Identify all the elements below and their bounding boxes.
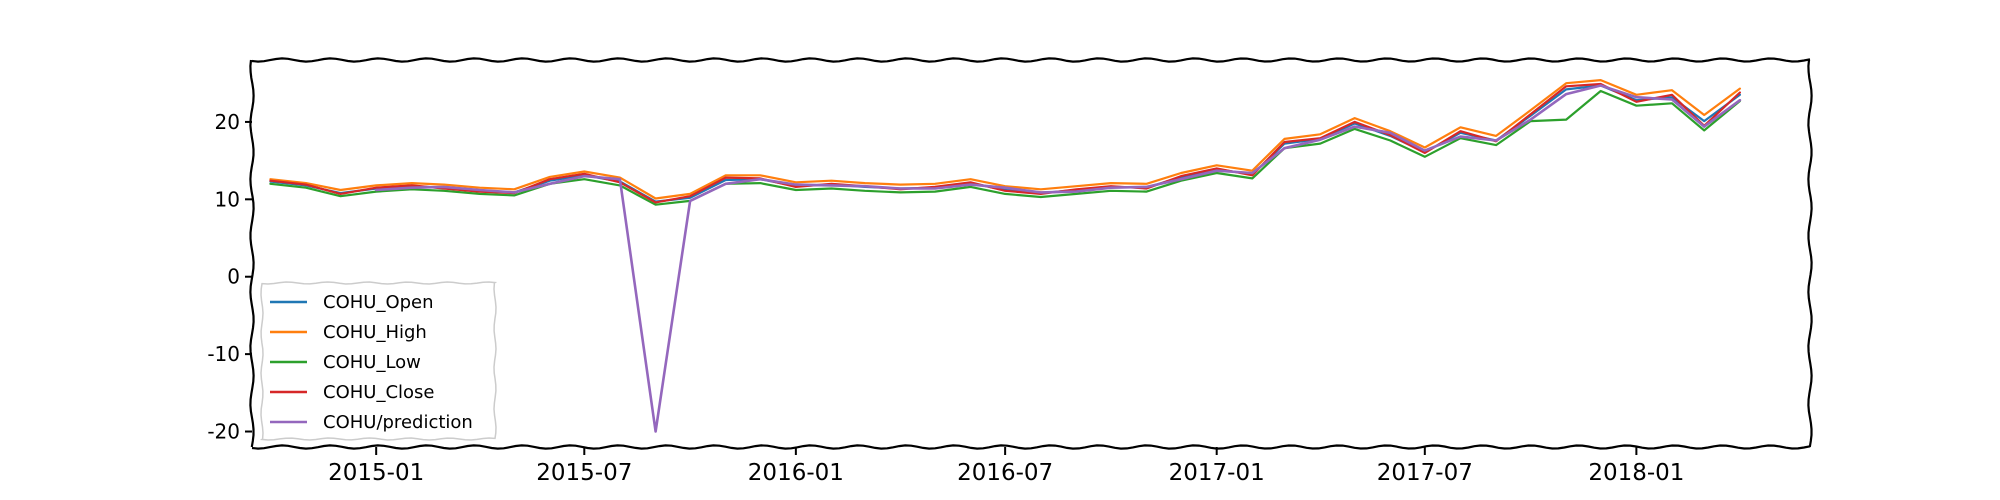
x-tick-label: 2016-01 [748,460,844,486]
series-line-cohu-open [269,84,1741,203]
axis-frame-right [1807,59,1813,448]
x-axis: 2015-01 2015-07 2016-01 2016-07 2017-01 2017-… [328,447,1684,486]
legend-label: COHU_Low [323,352,421,373]
legend-label: COHU_Close [323,382,434,403]
axis-frame-bottom [251,444,1811,450]
legend-label: COHU_Open [323,292,434,313]
y-tick-label: 20 [215,110,240,134]
legend: COHU_Open COHU_High COHU_Low COHU_Close COHU… [259,281,498,441]
series-line-cohu-prediction [374,84,1742,433]
y-axis: -20 -10 0 10 20 [207,110,252,444]
x-tick-label: 2015-01 [328,460,424,486]
series-line-cohu-close [269,82,1741,204]
legend-box [259,281,498,441]
series-line-cohu-high [269,79,1741,200]
axis-frame-top [251,57,1811,63]
plot-area [249,57,1813,450]
y-tick-label: -20 [207,420,240,444]
x-tick-label: 2017-01 [1169,460,1265,486]
axis-frame-left [249,59,255,448]
legend-label: COHU/prediction [323,412,473,433]
y-tick-label: 10 [215,187,240,211]
series-line-cohu-low [269,89,1741,206]
x-tick-label: 2015-07 [536,460,632,486]
x-tick-label: 2018-01 [1588,460,1684,486]
y-tick-label: -10 [207,342,240,366]
legend-label: COHU_High [323,322,427,343]
y-tick-label: 0 [227,265,240,289]
x-tick-label: 2016-07 [957,460,1053,486]
x-tick-label: 2017-07 [1377,460,1473,486]
series-lines [269,79,1742,433]
